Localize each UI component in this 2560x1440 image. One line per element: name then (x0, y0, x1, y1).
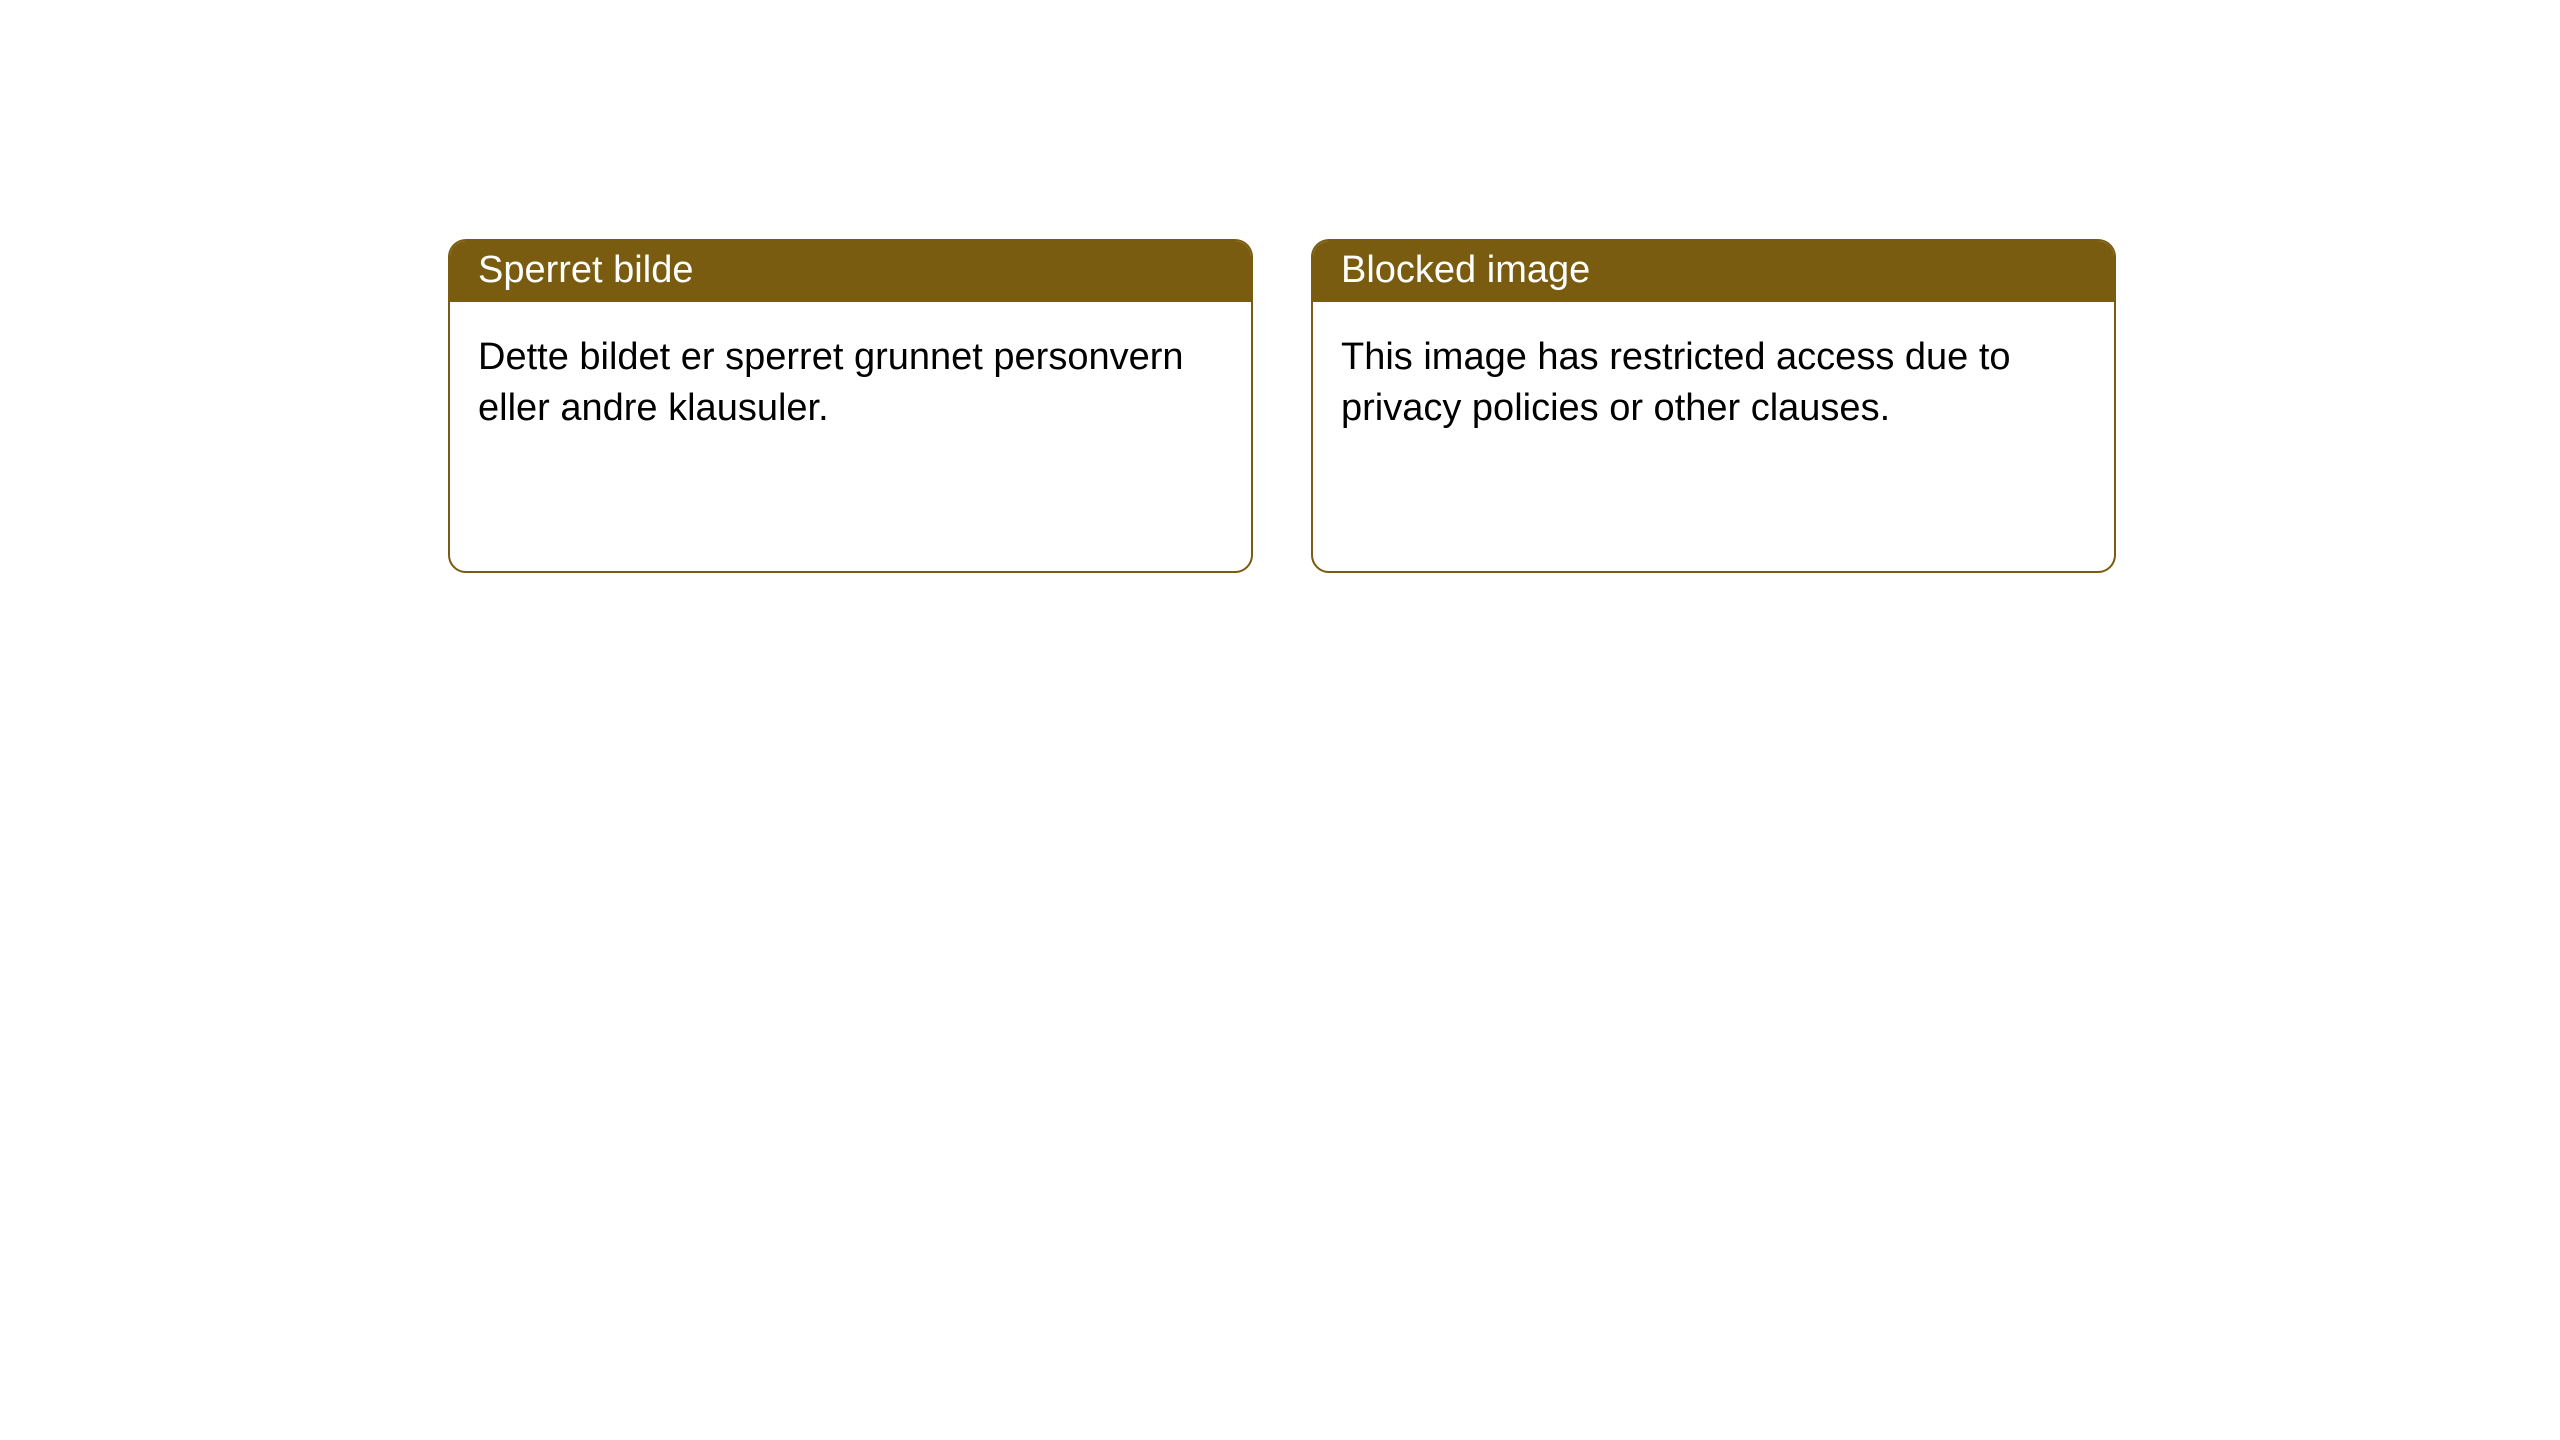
blocked-image-notices: Sperret bilde Dette bildet er sperret gr… (448, 239, 2560, 573)
blocked-image-card-no: Sperret bilde Dette bildet er sperret gr… (448, 239, 1253, 573)
card-header-en: Blocked image (1313, 241, 2114, 302)
card-body-no: Dette bildet er sperret grunnet personve… (450, 302, 1251, 465)
card-body-en: This image has restricted access due to … (1313, 302, 2114, 465)
blocked-image-card-en: Blocked image This image has restricted … (1311, 239, 2116, 573)
card-header-no: Sperret bilde (450, 241, 1251, 302)
